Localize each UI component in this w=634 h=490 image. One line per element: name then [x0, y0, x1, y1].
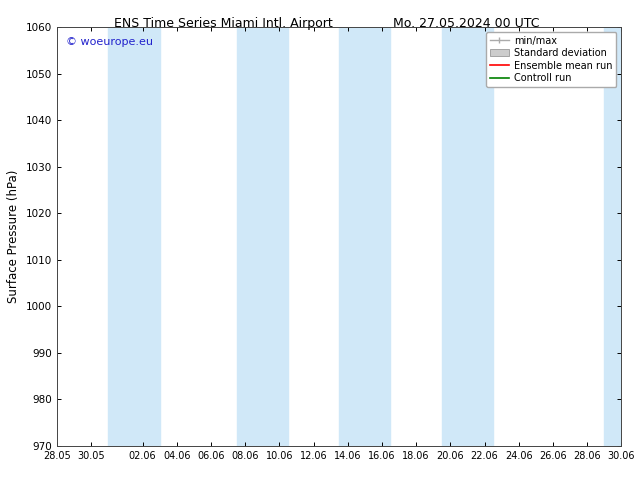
Y-axis label: Surface Pressure (hPa): Surface Pressure (hPa) [8, 170, 20, 303]
Bar [442, 27, 493, 446]
Text: Mo. 27.05.2024 00 UTC: Mo. 27.05.2024 00 UTC [393, 17, 540, 30]
Text: ENS Time Series Miami Intl. Airport: ENS Time Series Miami Intl. Airport [114, 17, 333, 30]
Bar [236, 27, 288, 446]
Bar [604, 27, 634, 446]
Bar [339, 27, 391, 446]
Legend: min/max, Standard deviation, Ensemble mean run, Controll run: min/max, Standard deviation, Ensemble me… [486, 32, 616, 87]
Bar [108, 27, 160, 446]
Text: © woeurope.eu: © woeurope.eu [65, 37, 153, 48]
